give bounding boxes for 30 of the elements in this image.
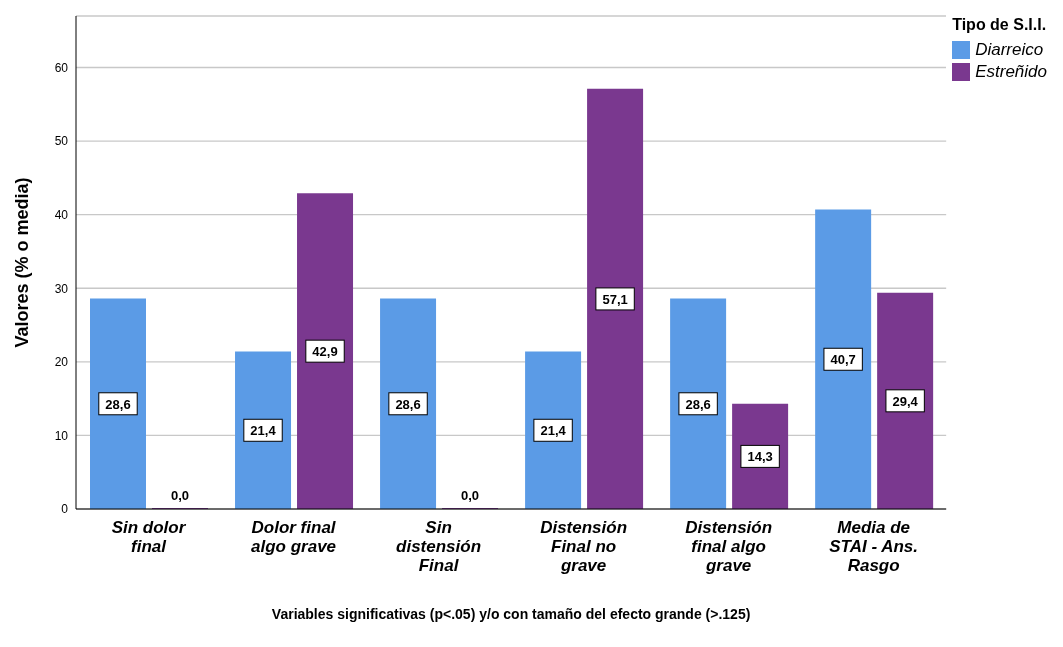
data-label: 0,0 [461,488,480,503]
data-label: 57,1 [602,291,628,307]
y-tick-label: 0 [61,502,69,517]
x-tick-label: Media de STAI - Ans. Rasgo [829,518,919,575]
y-tick-label: 30 [54,281,69,296]
data-label: 21,4 [540,423,567,439]
x-tick-label: Distensión Final no grave [540,518,628,575]
x-tick-label: Dolor final algo grave [251,518,337,556]
legend-label: Diarreico [975,40,1044,60]
data-label: 42,9 [312,344,338,360]
y-axis-title: Valores (% o media) [12,177,33,348]
data-label: 29,4 [892,393,919,409]
data-label: 40,7 [830,352,856,368]
y-tick-label: 50 [54,134,69,149]
data-label: 0,0 [170,488,190,503]
legend-label: Estreñido [975,62,1047,82]
y-tick-label: 10 [54,428,69,443]
x-axis-title: Variables significativas (p<.05) y/o con tamaño del efecto grande (>.125) [271,606,751,622]
x-tick-label: Sin dolor final [111,518,187,556]
data-label: 21,4 [250,423,277,439]
y-tick-label: 40 [54,207,69,222]
y-tick-label: 20 [54,355,69,370]
x-tick-label: Distensión final algo grave [685,518,773,575]
data-label: 28,6 [395,396,421,412]
data-label: 28,6 [105,396,131,412]
legend-title: Tipo de S.I.I. [952,16,1047,34]
y-tick-label: 60 [54,60,69,75]
data-label: 28,6 [685,396,711,412]
data-label: 14,3 [747,449,773,465]
x-tick-label: Sin distensión Final [396,518,482,575]
